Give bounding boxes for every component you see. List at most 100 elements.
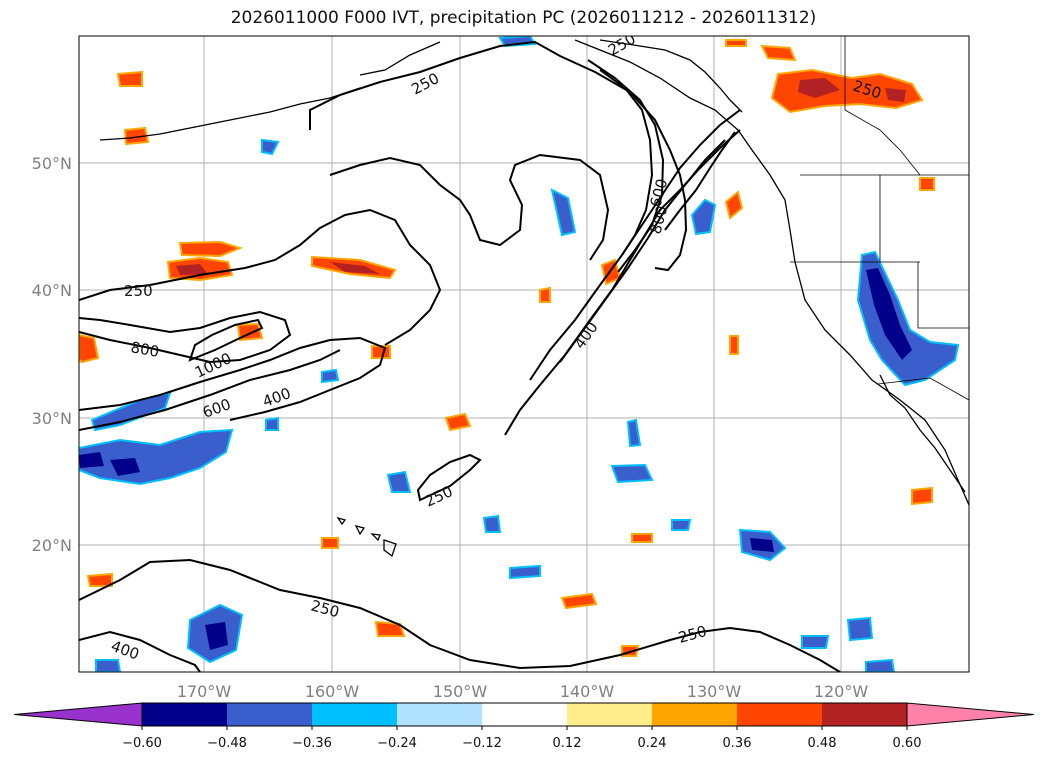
negative-anomaly-regions — [79, 36, 960, 672]
pos-region-central-5 — [86, 572, 113, 587]
contour-250-east — [504, 129, 741, 436]
coast-baja — [879, 374, 966, 493]
contour-250-mid-loop — [329, 153, 610, 261]
neg-region-mid-14 — [321, 368, 340, 384]
neg-region-bc-coast — [690, 198, 717, 236]
neg-region-mid-5 — [846, 616, 874, 642]
island-hawaii-3 — [370, 533, 381, 542]
colorbar-tick-label: 0.48 — [808, 736, 837, 751]
island-hawaii-1 — [336, 516, 347, 526]
contour-600 — [79, 349, 341, 431]
pos-region-central-6 — [911, 486, 933, 506]
contour-label: 800 — [129, 338, 160, 361]
pos-region-central-15 — [631, 533, 653, 543]
contour-400-south — [79, 630, 201, 672]
colorbar-tick-label: 0.36 — [723, 736, 752, 751]
colorbar-segment — [737, 703, 822, 726]
lon-label-120w: 120°W — [814, 682, 869, 701]
colorbar-tick-label: −0.48 — [207, 736, 247, 751]
lon-label-150w: 150°W — [433, 682, 488, 701]
colorbar-tick-label: −0.24 — [377, 736, 417, 751]
lat-label-30n: 30°N — [32, 409, 72, 428]
boundaries — [790, 36, 969, 401]
neg-region-mid-8 — [482, 514, 502, 533]
contour-label: 250 — [124, 282, 153, 300]
contour-400-east — [529, 109, 741, 381]
pos-region-central-14 — [725, 39, 747, 47]
neg-region-mid-1 — [610, 463, 654, 484]
pos-region-central-13 — [919, 177, 935, 191]
contour-250-central — [79, 208, 442, 346]
neg-region-mid-3 — [550, 188, 577, 237]
colorbar-segment — [652, 703, 737, 726]
colorbar-segment — [397, 703, 482, 726]
contour-400-central — [79, 336, 387, 421]
contour-600-east — [587, 59, 665, 273]
colorbar-segment — [822, 703, 907, 726]
contour-800-east — [599, 69, 654, 256]
colorbar-segment — [567, 703, 652, 726]
neg-region-mid-7 — [801, 635, 830, 649]
pos-region-alaska-2 — [760, 44, 797, 62]
colorbar-tick-label: 0.60 — [893, 736, 922, 751]
neg-region-mid-6 — [865, 658, 896, 672]
lat-label-50n: 50°N — [32, 154, 72, 173]
neg-region-mid-4 — [626, 418, 642, 448]
coast-aleutians — [99, 87, 361, 141]
coast-north-america — [574, 39, 969, 506]
ivt-contours — [79, 40, 841, 672]
neg-region-mid-9 — [509, 564, 541, 580]
pos-region-central-4 — [321, 537, 339, 549]
pos-region-west-1-core — [176, 264, 208, 275]
lat-label-20n: 20°N — [32, 536, 72, 555]
colorbar-tick-label: −0.36 — [292, 736, 332, 751]
pos-region-bc — [724, 190, 744, 220]
colorbar-tick-label: 0.12 — [553, 736, 582, 751]
colorbar-segment — [312, 703, 397, 726]
positive-anomaly-regions — [79, 39, 935, 657]
island-hawaii-big — [383, 539, 397, 558]
pos-region-central-12 — [729, 335, 739, 355]
contour-1000 — [188, 318, 264, 362]
colorbar-outline — [141, 702, 908, 727]
map-area: 250 250 250 250 250 250 250 400 400 400 … — [79, 36, 969, 672]
pos-region-central-10 — [371, 345, 391, 359]
pos-region-central-1 — [444, 412, 472, 432]
map-title: 2026011000 F000 IVT, precipitation PC (2… — [230, 8, 817, 28]
neg-region-california-core — [866, 268, 912, 360]
colorbar-extend-low — [13, 702, 143, 727]
neg-region-hawaii-core — [79, 452, 140, 476]
pos-region-west-2 — [178, 240, 244, 258]
pos-region-west-4 — [79, 333, 100, 364]
lon-label-160w: 160°W — [305, 682, 360, 701]
pos-region-alaska-core — [798, 78, 906, 102]
pos-region-central-7 — [116, 70, 143, 87]
neg-region-mid-11 — [261, 138, 280, 156]
coastlines — [99, 39, 969, 558]
neg-region-mid-13 — [265, 416, 279, 431]
island-hawaii-2 — [354, 525, 366, 536]
pos-region-central-8 — [123, 126, 150, 146]
colorbar-extend-high — [906, 702, 1035, 727]
map-background — [79, 36, 969, 672]
state-lines — [790, 175, 969, 401]
coast-alaska-inlets — [599, 39, 743, 113]
neg-region-mid-10 — [95, 659, 122, 672]
neg-region-mid-2 — [386, 470, 412, 493]
contour-400-east-inner — [559, 139, 726, 363]
colorbar-segment — [482, 703, 567, 726]
pos-region-west-3-core — [330, 262, 380, 274]
neg-region-mid-12 — [671, 519, 692, 531]
coast-alaska-southwest — [359, 41, 441, 76]
border-alaska-canada — [844, 36, 921, 176]
lat-label-40n: 40°N — [32, 281, 72, 300]
longitude-labels: 170°W 160°W 150°W 140°W 130°W 120°W — [177, 682, 869, 701]
neg-region-central-core — [750, 538, 774, 552]
contour-250-south-center — [416, 453, 482, 502]
colorbar-tick-label: −0.12 — [462, 736, 502, 751]
contour-800-bc — [664, 131, 736, 231]
lon-label-130w: 130°W — [687, 682, 742, 701]
lon-label-140w: 140°W — [560, 682, 615, 701]
map-frame — [78, 35, 970, 673]
